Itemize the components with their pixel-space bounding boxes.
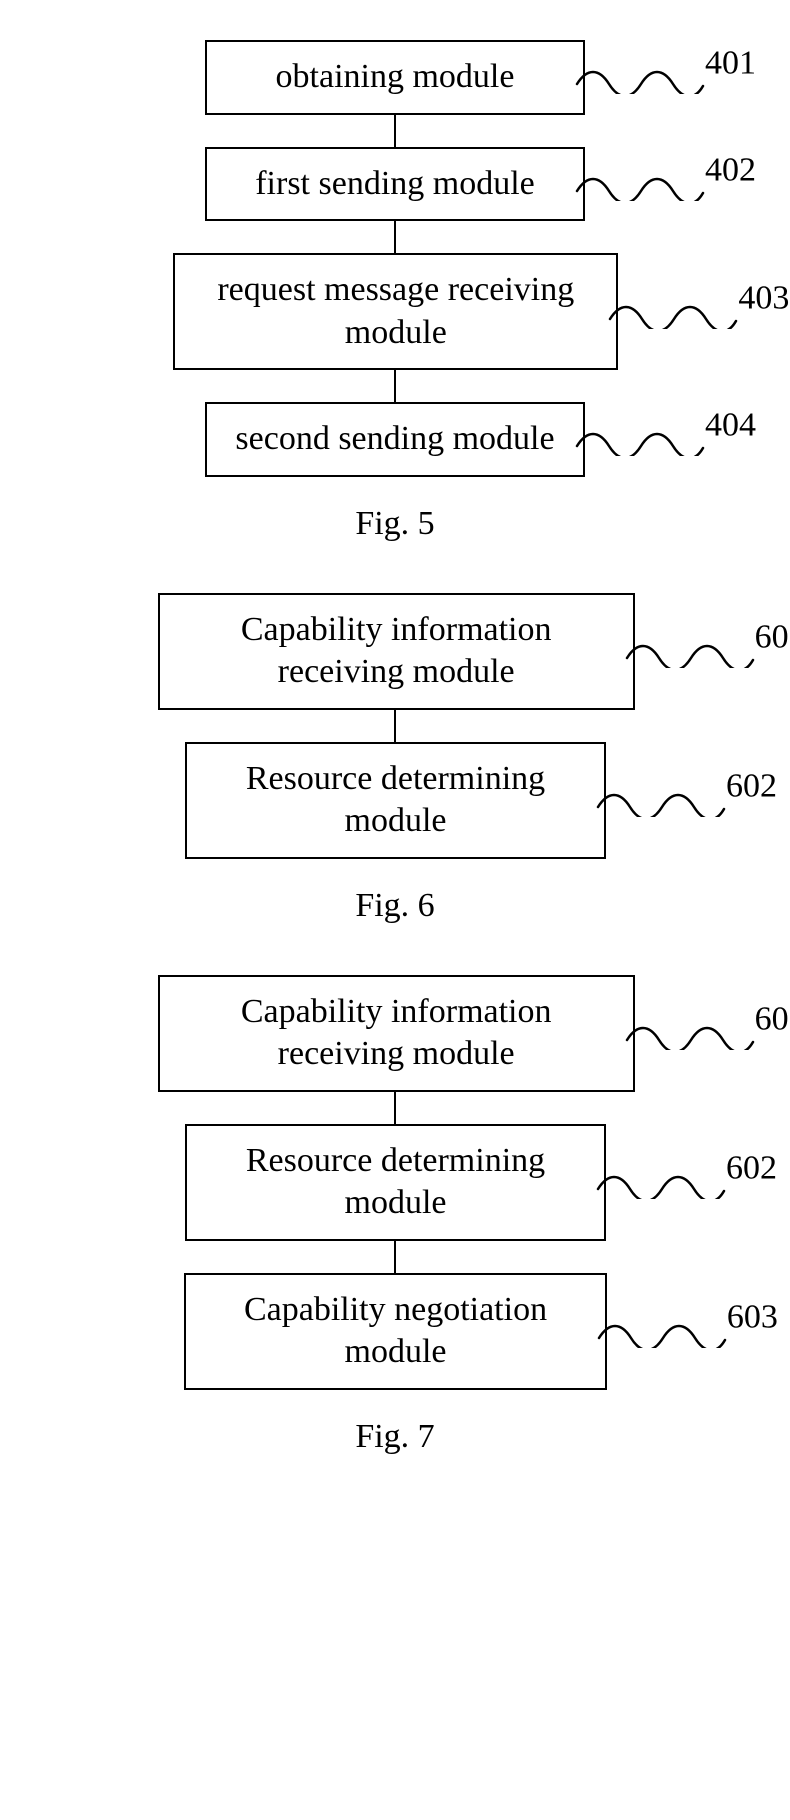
- ref-connector: 402: [575, 164, 785, 204]
- module-box: obtaining module: [205, 40, 585, 115]
- ref-number: 602: [726, 768, 777, 806]
- node-row: Resource determining module 602: [5, 1124, 785, 1241]
- ref-connector: 602: [596, 780, 785, 820]
- figure-caption: Fig. 6: [355, 887, 434, 925]
- ref-connector: 404: [575, 419, 785, 459]
- connector-line: [394, 710, 397, 742]
- ref-connector: 603: [597, 1311, 785, 1351]
- ref-connector: 401: [575, 57, 785, 97]
- connector-line: [394, 1092, 397, 1124]
- connector-line: [394, 221, 397, 253]
- figure-5-stack: obtaining module 401 first sending modul…: [5, 40, 785, 477]
- figure-6: Capability information receiving module …: [5, 593, 785, 925]
- ref-number: 403: [738, 279, 789, 317]
- ref-connector: 601: [625, 1013, 785, 1053]
- module-box: Capability information receiving module: [158, 975, 635, 1092]
- wave-line-icon: [596, 1165, 726, 1199]
- node-row: obtaining module 401: [5, 40, 785, 115]
- ref-number: 402: [705, 151, 756, 189]
- wave-line-icon: [608, 295, 738, 329]
- ref-connector: 601: [625, 631, 785, 671]
- node-row: second sending module 404: [5, 402, 785, 477]
- figure-7-stack: Capability information receiving module …: [5, 975, 785, 1390]
- figure-6-stack: Capability information receiving module …: [5, 593, 785, 859]
- module-box: Capability negotiation module: [184, 1273, 607, 1390]
- node-row: Resource determining module 602: [5, 742, 785, 859]
- ref-connector: 403: [608, 292, 785, 332]
- node-row: Capability information receiving module …: [5, 593, 785, 710]
- connector-line: [394, 370, 397, 402]
- node-row: Capability information receiving module …: [5, 975, 785, 1092]
- module-box: Resource determining module: [185, 742, 606, 859]
- ref-number: 601: [755, 1001, 790, 1039]
- figure-caption: Fig. 7: [355, 1418, 434, 1456]
- wave-line-icon: [575, 422, 705, 456]
- ref-number: 401: [705, 45, 756, 83]
- ref-number: 601: [755, 619, 790, 657]
- node-row: first sending module 402: [5, 147, 785, 222]
- node-row: Capability negotiation module 603: [5, 1273, 785, 1390]
- connector-line: [394, 1241, 397, 1273]
- module-box: second sending module: [205, 402, 585, 477]
- figure-caption: Fig. 5: [355, 505, 434, 543]
- ref-connector: 602: [596, 1162, 785, 1202]
- module-box: Capability information receiving module: [158, 593, 635, 710]
- wave-line-icon: [575, 60, 705, 94]
- module-box: request message receiving module: [173, 253, 618, 370]
- wave-line-icon: [597, 1314, 727, 1348]
- module-box: Resource determining module: [185, 1124, 606, 1241]
- connector-line: [394, 115, 397, 147]
- ref-number: 602: [726, 1150, 777, 1188]
- wave-line-icon: [625, 634, 755, 668]
- wave-line-icon: [575, 167, 705, 201]
- node-row: request message receiving module 403: [5, 253, 785, 370]
- module-box: first sending module: [205, 147, 585, 222]
- wave-line-icon: [625, 1016, 755, 1050]
- figure-7: Capability information receiving module …: [5, 975, 785, 1456]
- ref-number: 404: [705, 407, 756, 445]
- figure-5: obtaining module 401 first sending modul…: [5, 40, 785, 543]
- wave-line-icon: [596, 783, 726, 817]
- ref-number: 603: [727, 1299, 778, 1337]
